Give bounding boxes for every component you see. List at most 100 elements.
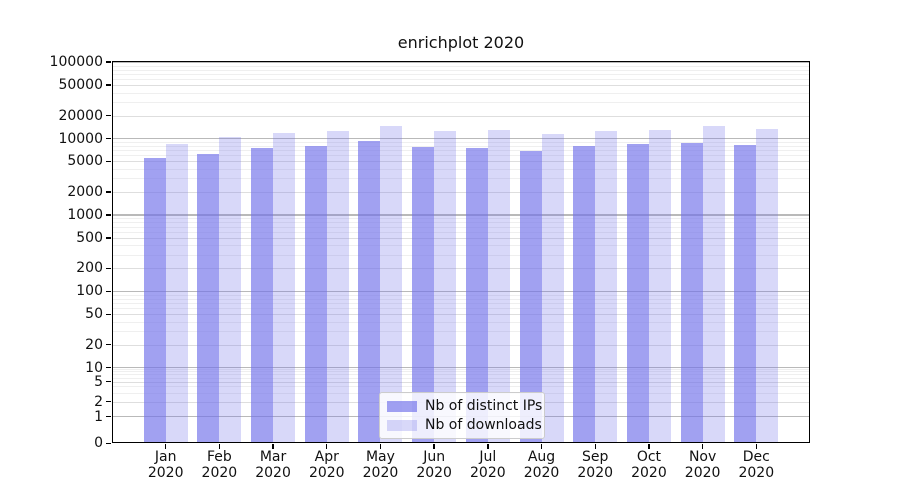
plot-area: 0 1 2 5 10 20 50 100 200 500 1000 2000 5000 10000 2000… [50, 54, 810, 481]
gridline-decade-1000 [112, 214, 810, 216]
gridline-5 [112, 381, 810, 383]
xtick-month: Feb [206, 449, 232, 466]
xtick-month: Apr [314, 449, 339, 466]
gridline-decade-10 [112, 367, 810, 369]
legend-swatch-downloads [387, 419, 417, 431]
ytick-mark-10000 [106, 137, 111, 140]
gridline-80000 [112, 69, 810, 71]
xtick-month: Jan [154, 449, 177, 466]
ytick-mark-500 [106, 237, 111, 239]
xtick-month: Nov [688, 449, 717, 466]
bar-downloads-oct [648, 129, 671, 443]
xtick-year: 2020 [470, 465, 506, 482]
bar-downloads-feb [219, 136, 242, 443]
gridline-4000 [112, 168, 810, 170]
gridline-300 [112, 254, 810, 256]
xtick-year: 2020 [684, 465, 721, 482]
bar-distinct-ips-jan [143, 158, 166, 443]
gridline-9 [112, 368, 810, 370]
bar-downloads-apr [326, 131, 349, 443]
xtick-mark-jan [164, 444, 167, 449]
legend-row-downloads: Nb of downloads [380, 417, 544, 433]
xtick-year: 2020 [308, 465, 345, 482]
ytick-label-50: 50 [85, 306, 103, 323]
xtick-mark-oct [648, 444, 650, 449]
ytick-label-100: 100 [76, 283, 103, 300]
ytick-mark-1 [106, 416, 111, 418]
xtick-label-jul: Jul 2020 [458, 449, 518, 481]
gridline-20 [112, 344, 810, 346]
xtick-mark-feb [218, 444, 221, 449]
ytick-label-200: 200 [76, 260, 103, 277]
xtick-label-nov: Nov 2020 [673, 449, 733, 481]
bar-downloads-nov [702, 125, 725, 443]
ytick-mark-5000 [106, 160, 111, 163]
xtick-month: Aug [527, 449, 556, 466]
xtick-year: 2020 [523, 465, 560, 482]
gridline-90 [112, 294, 810, 296]
gridline-70 [112, 303, 810, 305]
legend-swatch-distinct-ips [387, 400, 417, 412]
ytick-mark-50000 [106, 84, 111, 86]
ytick-label-500: 500 [76, 229, 103, 246]
xtick-month: May [365, 449, 395, 466]
bar-distinct-ips-nov [680, 142, 703, 443]
xtick-year: 2020 [416, 465, 452, 482]
bar-distinct-ips-dec [734, 145, 757, 443]
ytick-label-5000: 5000 [67, 153, 103, 170]
ytick-label-1: 1 [94, 408, 103, 425]
gridline-900 [112, 218, 810, 220]
ytick-mark-2000 [106, 191, 111, 193]
ytick-label-100000: 100000 [49, 54, 103, 71]
xtick-month: Jun [423, 449, 446, 466]
bar-distinct-ips-feb [197, 154, 220, 443]
ytick-mark-10 [106, 367, 111, 369]
gridline-7 [112, 374, 810, 376]
xtick-month: Jul [479, 449, 497, 466]
legend: Nb of distinct IPs Nb of downloads [379, 392, 545, 439]
gridline-8000 [112, 145, 810, 147]
xtick-label-may: May 2020 [350, 449, 410, 481]
xtick-label-mar: Mar 2020 [243, 449, 303, 481]
ytick-label-10000: 10000 [58, 130, 103, 147]
ytick-label-2000: 2000 [67, 183, 103, 200]
bar-downloads-mar [273, 132, 296, 443]
gridline-90000 [112, 65, 810, 67]
ytick-mark-20 [106, 344, 111, 346]
bar-distinct-ips-oct [626, 144, 649, 443]
xtick-year: 2020 [631, 465, 667, 482]
xtick-year: 2020 [362, 465, 399, 482]
gridline-4 [112, 386, 810, 388]
gridline-20000 [112, 115, 810, 117]
bar-distinct-ips-mar [251, 148, 274, 443]
bar-downloads-aug [541, 134, 564, 443]
ytick-label-10: 10 [85, 359, 103, 376]
bar-distinct-ips-aug [519, 151, 542, 443]
gridline-50000 [112, 85, 810, 87]
xtick-mark-aug [540, 444, 543, 449]
gridline-30 [112, 331, 810, 333]
xtick-month: Mar [259, 449, 287, 466]
xtick-mark-nov [701, 444, 704, 449]
gridline-600 [112, 231, 810, 233]
xtick-label-aug: Aug 2020 [512, 449, 572, 481]
xtick-label-jun: Jun 2020 [404, 449, 464, 481]
gridline-500 [112, 237, 810, 239]
gridline-40000 [112, 92, 810, 94]
xtick-month: Sep [582, 449, 609, 466]
xtick-month: Dec [742, 449, 770, 466]
xtick-year: 2020 [738, 465, 775, 482]
ytick-mark-5 [106, 380, 111, 383]
ytick-mark-0 [106, 442, 111, 444]
xtick-mark-jun [433, 444, 435, 449]
xtick-year: 2020 [577, 465, 614, 482]
ytick-label-50000: 50000 [58, 77, 103, 94]
xtick-month: Oct [636, 449, 662, 466]
gridline-7000 [112, 150, 810, 152]
bar-downloads-may [380, 125, 403, 443]
gridline-80 [112, 298, 810, 300]
ytick-mark-1000 [106, 214, 111, 216]
ytick-label-0: 0 [94, 435, 103, 452]
ytick-label-1000: 1000 [67, 206, 103, 223]
